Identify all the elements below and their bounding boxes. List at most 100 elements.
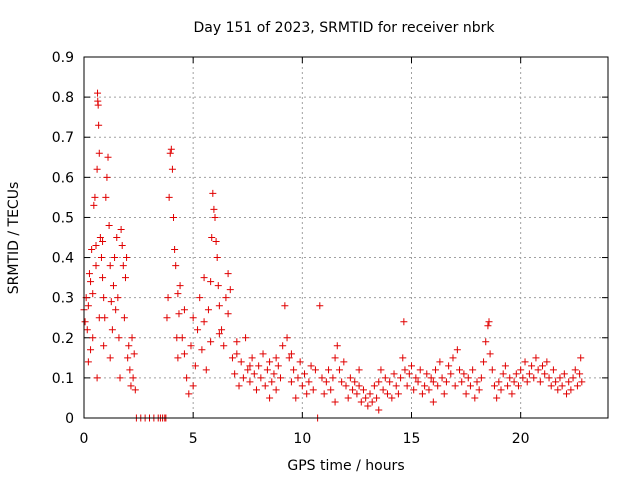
data-point [94, 101, 102, 109]
data-point [311, 366, 319, 374]
data-point [239, 374, 247, 382]
data-point [250, 370, 258, 378]
data-point [104, 153, 112, 161]
data-point [257, 374, 265, 382]
data-point [549, 366, 557, 374]
data-point [116, 374, 124, 382]
data-point [490, 382, 498, 390]
data-point [172, 262, 180, 270]
data-point [226, 286, 234, 294]
data-point [388, 394, 396, 402]
data-point [175, 310, 183, 318]
data-point [263, 366, 271, 374]
data-point [325, 366, 333, 374]
data-point [187, 342, 195, 350]
data-point [364, 402, 372, 410]
x-axis-label: GPS time / hours [287, 458, 404, 474]
data-point [501, 362, 509, 370]
x-tick-label: 5 [189, 431, 198, 447]
data-point [89, 334, 97, 342]
data-point [309, 386, 317, 394]
data-point [495, 378, 503, 386]
data-point [97, 254, 105, 262]
data-point [228, 354, 236, 362]
data-point [105, 221, 113, 229]
data-point [536, 378, 544, 386]
data-point [322, 378, 330, 386]
data-point [573, 382, 581, 390]
data-point [429, 398, 437, 406]
data-point [301, 370, 309, 378]
data-point [235, 382, 243, 390]
data-point [252, 386, 260, 394]
data-point [84, 358, 92, 366]
data-point [400, 318, 408, 326]
data-point [272, 386, 280, 394]
data-point [194, 326, 202, 334]
data-point [571, 366, 579, 374]
data-point [303, 390, 311, 398]
data-point [493, 394, 501, 402]
data-point [440, 390, 448, 398]
data-point [370, 382, 378, 390]
data-point [218, 326, 226, 334]
data-point [504, 382, 512, 390]
data-point [453, 346, 461, 354]
data-point [523, 378, 531, 386]
data-point [355, 366, 363, 374]
data-point [512, 370, 520, 378]
data-point [94, 89, 102, 97]
data-point [113, 234, 121, 241]
data-point [390, 370, 398, 378]
data-point [471, 394, 479, 402]
data-point [108, 326, 116, 334]
data-point [427, 374, 435, 382]
data-point [119, 262, 127, 270]
data-point [477, 374, 485, 382]
data-point [103, 173, 111, 181]
data-point [473, 378, 481, 386]
data-point [270, 370, 278, 378]
data-point [556, 374, 564, 382]
data-point [359, 386, 367, 394]
data-point [486, 350, 494, 358]
data-point [344, 394, 352, 402]
data-point [403, 382, 411, 390]
data-point [316, 302, 324, 310]
data-point [366, 390, 374, 398]
data-point [528, 362, 536, 370]
data-point [445, 362, 453, 370]
data-point [95, 149, 103, 157]
y-tick-label: 0.3 [52, 291, 74, 307]
data-point [168, 165, 176, 173]
data-point [109, 282, 117, 290]
plot-frame [83, 56, 609, 419]
data-point [281, 302, 289, 310]
data-point [436, 358, 444, 366]
data-point [414, 378, 422, 386]
data-point [329, 374, 337, 382]
data-point [180, 350, 188, 358]
data-point [530, 374, 538, 382]
data-point [355, 382, 363, 390]
data-point [274, 362, 282, 370]
data-point [386, 378, 394, 386]
data-point [215, 302, 223, 310]
data-point [164, 294, 172, 302]
data-point [189, 382, 197, 390]
data-point [567, 386, 575, 394]
data-point [318, 374, 326, 382]
y-tick-label: 0.5 [52, 210, 74, 226]
data-point [100, 294, 108, 302]
data-point [539, 362, 546, 370]
data-point [111, 254, 119, 262]
data-point [292, 394, 300, 402]
data-point [285, 354, 293, 362]
data-point [121, 274, 129, 282]
data-point [266, 394, 274, 402]
data-point [362, 394, 370, 402]
data-point [118, 242, 126, 250]
data-point [237, 358, 245, 366]
data-point [202, 366, 210, 374]
